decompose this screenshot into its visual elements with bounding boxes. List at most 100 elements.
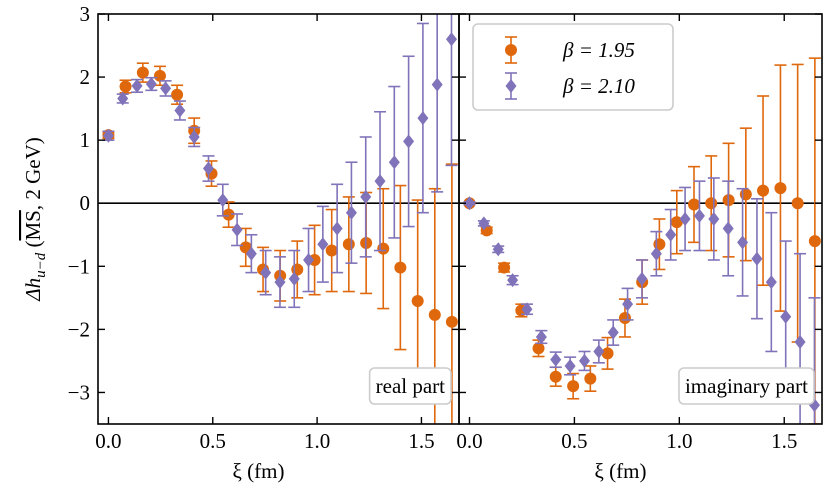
point (374, 174, 386, 189)
annotation-box (368, 367, 452, 405)
point (774, 182, 787, 195)
x-tick-label: 1.5 (408, 429, 434, 453)
point (751, 251, 763, 266)
y-axis-label-part: , 2 GeV) (21, 137, 45, 210)
x-tick-label: 1.5 (771, 429, 797, 453)
point (679, 212, 691, 226)
error-bar (431, 14, 444, 193)
point (693, 208, 705, 223)
point (521, 302, 533, 317)
point (174, 103, 186, 118)
point (535, 329, 547, 344)
point (564, 358, 576, 373)
panel: 0.0 0.5 1.0 1.5 −3 −2 −1 0 1 2 3 ξ (fm) Δhu−d (MS, 2… (21, 2, 460, 483)
y-tick-label: −1 (68, 254, 90, 278)
point (231, 222, 243, 237)
y-axis-label-part: MS (21, 210, 45, 240)
legend-label: β = 2.10 (562, 74, 635, 98)
point (131, 78, 143, 93)
point (584, 372, 597, 385)
y-axis-label: Δhu−d (MS, 2 GeV) (21, 137, 49, 301)
point (325, 244, 338, 257)
point (607, 325, 619, 340)
point (593, 344, 605, 359)
y-tick-label: 3 (80, 2, 91, 26)
annotation-box (678, 367, 815, 405)
annotation-text: real part (376, 374, 446, 398)
point (780, 309, 792, 324)
plot-area (459, 57, 822, 424)
point (345, 205, 357, 220)
legend-marker (505, 79, 517, 93)
y-tick-label: 1 (80, 128, 91, 152)
x-tick-label: 1.0 (304, 429, 330, 453)
point (578, 353, 590, 368)
point (217, 193, 229, 208)
point (188, 130, 200, 144)
point (417, 111, 429, 126)
y-tick-label: −3 (68, 380, 90, 404)
y-axis-label-part: ( (21, 241, 45, 253)
point (431, 77, 443, 92)
point (708, 212, 720, 226)
point (665, 227, 677, 242)
point (705, 197, 718, 210)
point (274, 275, 286, 290)
y-tick-label: 2 (80, 65, 91, 89)
point (403, 134, 415, 149)
point (153, 69, 166, 82)
point (737, 235, 749, 250)
x-tick-label: 0.0 (95, 429, 121, 453)
y-tick-label: −2 (68, 317, 90, 341)
x-tick-label: 0.5 (561, 429, 587, 453)
point (478, 216, 490, 231)
annotation: real part (368, 367, 452, 405)
point (317, 237, 329, 252)
point (507, 273, 519, 288)
panel: 0.0 0.5 1.0 1.5 ξ (fm) imaginary part β = 1.95… (456, 13, 823, 483)
point (636, 271, 648, 286)
point (331, 221, 343, 236)
legend-marker (505, 44, 517, 56)
point (757, 184, 770, 197)
legend-label: β = 1.95 (562, 38, 635, 62)
point (245, 246, 257, 261)
point (360, 189, 372, 204)
point (794, 335, 806, 349)
point (498, 261, 511, 274)
point (160, 81, 172, 96)
plot-area (98, 14, 459, 424)
point (791, 197, 804, 210)
point (222, 208, 235, 221)
point (808, 235, 821, 248)
point (622, 297, 634, 312)
x-tick-label: 0.0 (456, 429, 482, 453)
point (136, 66, 149, 79)
point (288, 271, 300, 286)
point (145, 77, 157, 92)
point (260, 265, 272, 280)
point (688, 198, 701, 211)
point (549, 370, 562, 383)
legend: β = 1.95 β = 2.10 (472, 23, 674, 111)
point (388, 155, 400, 170)
point (411, 295, 424, 307)
point (119, 80, 132, 93)
point (765, 275, 777, 290)
point (102, 128, 114, 143)
point (532, 342, 545, 355)
x-axis-label: ξ (fm) (595, 459, 647, 483)
point (445, 315, 458, 328)
x-tick-label: 1.0 (666, 429, 692, 453)
axes-frame (97, 13, 460, 425)
point (202, 161, 214, 176)
point (550, 352, 562, 367)
point (303, 253, 315, 267)
x-tick-label: 0.5 (200, 429, 226, 453)
point (492, 242, 504, 257)
point (428, 308, 441, 321)
point (739, 188, 752, 201)
point (463, 196, 475, 211)
point (377, 242, 390, 255)
